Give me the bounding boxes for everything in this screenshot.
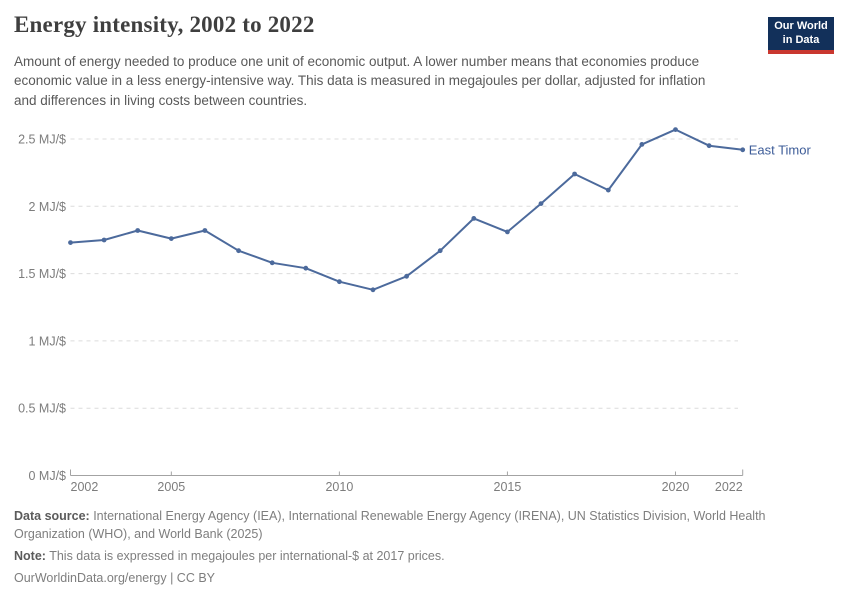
data-point[interactable] [168,236,174,242]
x-tick-label: 2020 [662,480,690,494]
data-point[interactable] [605,187,611,193]
data-point[interactable] [202,228,208,233]
data-point[interactable] [269,260,275,266]
owid-logo[interactable]: Our World in Data [768,17,834,54]
data-point[interactable] [572,171,577,177]
entity-label[interactable]: East Timor [749,142,812,157]
page-title: Energy intensity, 2002 to 2022 [14,12,315,37]
data-point[interactable] [303,265,309,271]
data-point[interactable] [370,287,376,293]
trend-line[interactable] [69,128,744,291]
y-tick-label: 2.5 MJ/$ [18,133,66,147]
data-point[interactable] [337,279,342,285]
data-point[interactable] [740,147,746,153]
chart-subtitle: Amount of energy needed to produce one u… [14,54,706,108]
data-source-line: Data source: International Energy Agency… [14,507,782,543]
data-point[interactable] [505,229,510,235]
note-line: Note: This data is expressed in megajoul… [14,547,782,565]
owid-logo-line1: Our World [774,20,828,32]
chart-footer: Data source: International Energy Agency… [14,507,782,591]
y-tick-label: 0.5 MJ/$ [18,402,66,416]
data-point[interactable] [135,228,141,233]
data-point[interactable] [68,240,73,246]
credit-line[interactable]: OurWorldinData.org/energy | CC BY [14,571,216,585]
data-source-label: Data source: [14,509,90,523]
data-point[interactable] [236,248,242,254]
data-point[interactable] [538,201,544,207]
data-source-text: International Energy Agency (IEA), Inter… [14,509,766,541]
x-tick-label: 2005 [157,480,185,494]
data-point[interactable] [101,237,107,243]
note-label: Note: [14,549,46,563]
y-tick-label: 2 MJ/$ [28,200,66,214]
x-tick-label: 2002 [71,480,99,494]
x-tick-label: 2015 [494,480,522,494]
data-point[interactable] [471,216,477,221]
data-point[interactable] [706,143,712,149]
data-point[interactable] [437,248,443,254]
data-point[interactable] [404,273,409,279]
x-tick-label: 2010 [325,480,353,494]
note-text: This data is expressed in megajoules per… [45,549,445,563]
owid-logo-line2: in Data [782,33,820,46]
y-tick-label: 1.5 MJ/$ [18,267,66,281]
y-tick-label: 0 MJ/$ [28,469,66,483]
data-point[interactable] [673,127,678,132]
x-tick-label: 2022 [715,480,743,494]
y-tick-label: 1 MJ/$ [28,334,66,348]
data-point[interactable] [639,142,645,147]
